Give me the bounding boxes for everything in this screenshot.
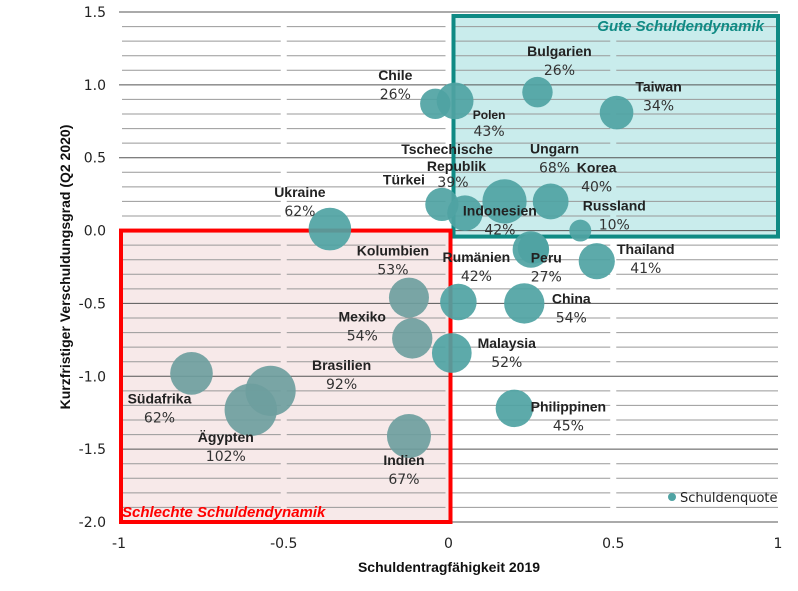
label-name-polen: Polen — [473, 108, 506, 122]
label-name-tschechische-republik: Tschechische — [401, 141, 493, 157]
legend-label: Schuldenquote — [680, 491, 778, 506]
bubbles — [170, 76, 634, 459]
label-value-südafrika: 62% — [144, 410, 175, 426]
y-tick-label: -1.5 — [79, 442, 106, 458]
label-value-philippinen: 45% — [553, 418, 584, 434]
bubble-philippinen — [495, 389, 534, 428]
bubble-kolumbien — [388, 277, 429, 318]
bubble-rumänien — [440, 283, 477, 321]
label-name-mexiko: Mexiko — [339, 308, 386, 324]
label-value-malaysia: 52% — [491, 355, 522, 371]
bad-zone-border — [119, 228, 453, 524]
label-value-brasilien: 92% — [326, 377, 357, 393]
label-name-china: China — [552, 290, 591, 306]
tick-labels: 1.5 1.0 0.5 0.0 -0.5 -1.0 -1.5 -2.0 -1 -0.5 0 0.5 1 — [79, 5, 783, 552]
bubble-polen — [436, 82, 474, 120]
bubble-mexiko — [392, 318, 433, 359]
bubble-tschechische-republik — [447, 195, 483, 231]
bubble-thailand — [578, 243, 615, 280]
legend: Schuldenquote — [668, 491, 778, 506]
label-name-peru: Peru — [531, 249, 562, 265]
label-name-bulgarien: Bulgarien — [527, 43, 592, 59]
label-name-brasilien: Brasilien — [312, 357, 371, 373]
y-axis-title: Kurzfristiger Verschuldungsgrad (Q2 2020… — [57, 125, 73, 410]
x-tick-label: 0 — [444, 536, 453, 552]
label-value-taiwan: 34% — [643, 99, 674, 115]
label-name-kolumbien: Kolumbien — [357, 243, 429, 259]
label-value-china: 54% — [556, 310, 587, 326]
label-name-philippinen: Philippinen — [531, 398, 606, 414]
point-labels: Chile 26% Polen 43% Bulgarien 26% Taiwan 34% Tür… — [128, 43, 682, 488]
label-value-korea: 40% — [581, 179, 612, 195]
good-zone-label: Gute Schuldendynamik — [597, 18, 764, 35]
label-name-russland: Russland — [583, 198, 646, 214]
y-tick-label: -0.5 — [79, 296, 106, 312]
x-tick-label: -0.5 — [270, 536, 297, 552]
label-value-polen: 43% — [474, 124, 505, 140]
bad-zone-label: Schlechte Schuldendynamik — [122, 504, 326, 521]
bubble-malaysia — [431, 333, 472, 373]
x-tick-label: 1 — [774, 536, 783, 552]
bubble-indien — [386, 414, 431, 459]
y-tick-label: 1.0 — [84, 78, 106, 94]
x-axis-title: Schuldentragfähigkeit 2019 — [358, 559, 540, 575]
label-value-indonesien: 42% — [484, 223, 515, 239]
y-tick-label: 1.5 — [84, 5, 106, 21]
x-tick-label: 0.5 — [602, 536, 624, 552]
label-name-indonesien: Indonesien — [463, 203, 537, 219]
y-tick-label: -1.0 — [79, 369, 106, 385]
y-tick-label: 0.0 — [84, 224, 106, 240]
bubble-ukraine — [308, 207, 352, 251]
label-value-ungarn: 68% — [539, 160, 570, 176]
zones-border — [119, 14, 780, 524]
label-name-korea: Korea — [577, 159, 617, 175]
label-value-tschechische-republik: 39% — [437, 175, 468, 191]
label-name-ungarn: Ungarn — [530, 140, 579, 156]
x-tick-label: -1 — [112, 536, 126, 552]
bubble-china — [504, 283, 545, 324]
bubble-südafrika — [170, 352, 213, 395]
bubble-korea — [532, 183, 569, 220]
label-name-südafrika: Südafrika — [128, 390, 192, 406]
label-name-chile: Chile — [378, 67, 412, 83]
good-zone-border — [451, 14, 780, 239]
bubble-bulgarien — [522, 76, 553, 108]
label-value-mexiko: 54% — [347, 328, 378, 344]
label-value-kolumbien: 53% — [377, 263, 408, 279]
label-name-taiwan: Taiwan — [635, 79, 681, 95]
label-value-russland: 10% — [599, 218, 630, 234]
y-tick-label: 0.5 — [84, 151, 106, 167]
label-name-thailand: Thailand — [617, 241, 675, 257]
label-value-thailand: 41% — [630, 261, 661, 277]
label-name-tschechische-republik-line2: Republik — [427, 158, 486, 174]
label-value-bulgarien: 26% — [544, 63, 575, 79]
bubble-ungarn — [482, 179, 527, 224]
label-name-ukraine: Ukraine — [274, 184, 326, 200]
label-value-chile: 26% — [380, 87, 411, 103]
bubble-peru — [517, 232, 549, 264]
y-tick-label: -2.0 — [79, 515, 106, 531]
bubble-taiwan — [599, 95, 634, 130]
label-value-indien: 67% — [388, 472, 419, 488]
bubble-ägypten — [224, 383, 278, 437]
label-name-malaysia: Malaysia — [478, 335, 537, 351]
label-value-ukraine: 62% — [284, 204, 315, 220]
label-name-ägypten: Ägypten — [198, 429, 254, 445]
label-value-peru: 27% — [531, 269, 562, 285]
label-name-rumänien: Rumänien — [443, 249, 511, 265]
bubble-russland — [569, 219, 592, 242]
label-value-rumänien: 42% — [461, 269, 492, 285]
label-name-indien: Indien — [383, 452, 424, 468]
legend-marker — [668, 493, 676, 501]
label-value-ägypten: 102% — [206, 449, 246, 465]
label-name-türkei: Türkei — [383, 171, 425, 187]
